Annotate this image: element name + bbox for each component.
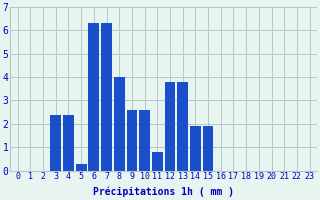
Bar xyxy=(152,152,163,171)
Bar xyxy=(63,115,74,171)
Bar xyxy=(126,110,137,171)
Bar xyxy=(50,115,61,171)
Bar xyxy=(76,164,86,171)
Bar xyxy=(190,126,201,171)
Bar xyxy=(114,77,124,171)
Bar xyxy=(177,82,188,171)
Bar xyxy=(88,23,99,171)
Bar xyxy=(139,110,150,171)
X-axis label: Précipitations 1h ( mm ): Précipitations 1h ( mm ) xyxy=(93,187,234,197)
Bar xyxy=(101,23,112,171)
Bar xyxy=(164,82,175,171)
Bar xyxy=(203,126,213,171)
